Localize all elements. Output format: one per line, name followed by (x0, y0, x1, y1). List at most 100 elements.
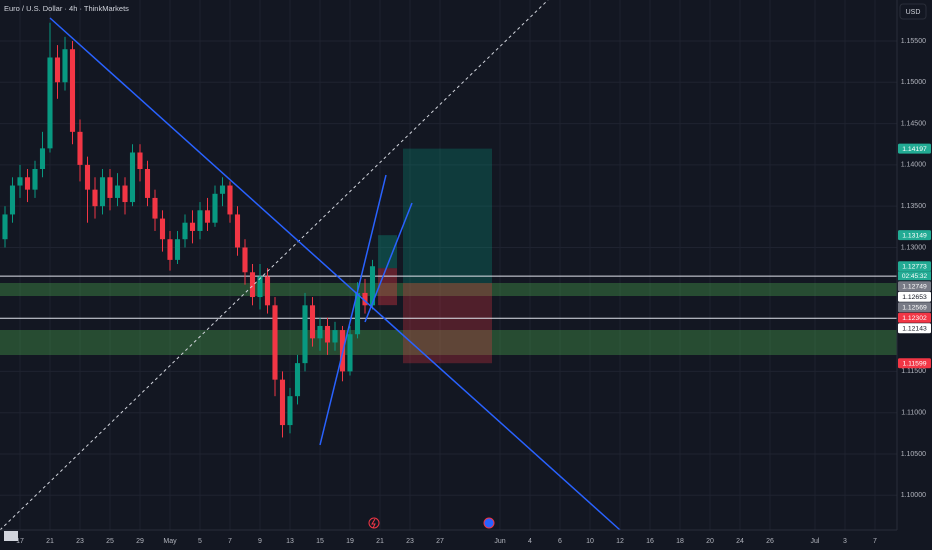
candle-body (47, 57, 53, 149)
candle-body (69, 49, 76, 132)
candle-body (17, 177, 23, 186)
price-label-bg (898, 302, 931, 313)
x-tick-label: 13 (286, 538, 294, 545)
countdown: 02:45:32 (902, 273, 928, 280)
currency-label[interactable]: USD (906, 9, 921, 16)
price-label-bg (898, 358, 931, 369)
x-tick-label: 23 (76, 538, 84, 545)
price-label: 1.13149 (902, 232, 927, 239)
candle-body (129, 152, 136, 203)
target-zone (403, 148, 492, 284)
y-tick-label: 1.10000 (901, 492, 926, 499)
grid (0, 0, 897, 530)
candle-body (107, 177, 113, 198)
candle-body (294, 363, 301, 397)
chart-title: Euro / U.S. Dollar · 4h · ThinkMarkets (4, 4, 129, 13)
price-label: 1.12773 (902, 264, 927, 271)
event-icon[interactable] (483, 517, 495, 529)
zones (0, 283, 897, 355)
candle-body (234, 214, 241, 248)
x-tick-label: 10 (586, 538, 594, 545)
candle-body (347, 334, 353, 372)
candle-body (279, 379, 286, 426)
candle-body (167, 239, 173, 260)
x-tick-label: 9 (258, 538, 262, 545)
drawings (0, 0, 621, 531)
x-tick-label: 20 (706, 538, 714, 545)
candle-body (174, 239, 181, 260)
trendline (319, 174, 387, 446)
candle-body (24, 177, 31, 190)
x-tick-label: Jun (494, 538, 505, 545)
y-tick-label: 1.11500 (901, 368, 926, 375)
candle-body (227, 185, 233, 215)
candle-body (257, 276, 263, 298)
x-tick-label: Jul (811, 538, 820, 545)
candle-body (2, 214, 8, 240)
x-tick-label: 5 (198, 538, 202, 545)
position-boxes (0, 148, 897, 364)
candle-body (54, 57, 61, 83)
support-zone (0, 283, 897, 296)
trendline (49, 17, 621, 531)
y-tick-label: 1.10500 (901, 451, 926, 458)
y-tick-label: 1.14500 (901, 120, 926, 127)
x-tick-label: 18 (676, 538, 684, 545)
event-icons (368, 517, 495, 529)
x-tick-label: 6 (558, 538, 562, 545)
candle-body (189, 222, 196, 231)
y-tick-label: 1.14000 (901, 162, 926, 169)
countdown-bg (898, 271, 931, 281)
x-tick-label: 21 (376, 538, 384, 545)
candle-body (362, 292, 368, 306)
price-label: 1.12653 (902, 294, 927, 301)
candle-body (92, 189, 98, 207)
candle-body (287, 396, 293, 426)
price-label: 1.11599 (902, 361, 926, 368)
price-label: 1.12302 (902, 315, 927, 322)
candle-body (84, 164, 91, 190)
dashed-trendline (0, 0, 549, 531)
candle-body (324, 325, 331, 343)
x-tick-label: 3 (843, 538, 847, 545)
price-label: 1.12143 (902, 326, 927, 333)
x-tick-label: 19 (346, 538, 354, 545)
candle-body (272, 305, 278, 380)
price-label: 1.12749 (902, 284, 927, 291)
candle-body (354, 292, 361, 335)
candle-body (62, 49, 68, 83)
x-tick-label: 29 (136, 538, 144, 545)
y-tick-label: 1.15000 (901, 79, 926, 86)
currency-button[interactable] (899, 3, 927, 20)
y-tick-label: 1.13000 (901, 244, 926, 251)
candle-body (309, 305, 316, 339)
candle-body (9, 185, 16, 215)
candle-body (317, 325, 323, 339)
x-tick-label: 21 (46, 538, 54, 545)
x-tick-label: 27 (436, 538, 444, 545)
price-label-bg (898, 323, 931, 334)
candle-body (99, 177, 106, 207)
y-tick-label: 1.15500 (901, 38, 926, 45)
candle-body (264, 276, 271, 306)
support-zone (0, 330, 897, 355)
logo (4, 531, 18, 541)
x-tick-label: 16 (646, 538, 654, 545)
candle-body (152, 197, 158, 219)
price-label-bg (898, 230, 931, 241)
candle-body (302, 305, 308, 364)
candle-body (249, 272, 256, 298)
event-icon[interactable] (368, 517, 380, 529)
stop-zone (378, 268, 397, 306)
x-tick-label: 17 (16, 538, 24, 545)
x-tick-label: 15 (316, 538, 324, 545)
price-label-bg (898, 291, 931, 302)
price-label-bg (898, 312, 931, 323)
candle-body (39, 148, 46, 170)
candle-body (204, 210, 211, 223)
y-tick-label: 1.13500 (901, 203, 926, 210)
candle-body (219, 185, 226, 194)
x-tick-label: 7 (228, 538, 232, 545)
